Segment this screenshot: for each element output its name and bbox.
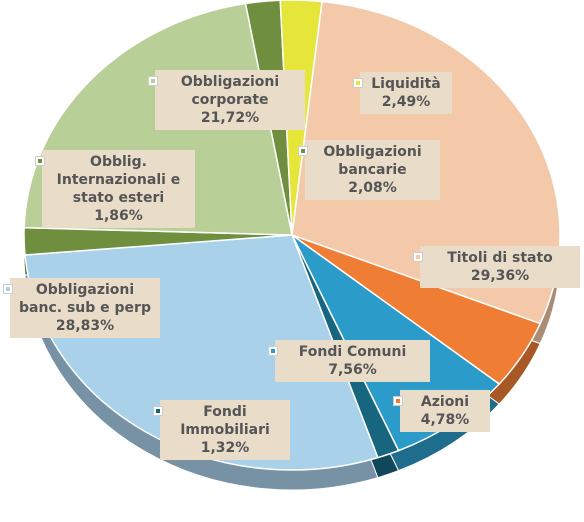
label-value: 1,86% (94, 208, 143, 224)
legend-marker (268, 346, 278, 356)
legend-marker (3, 284, 13, 294)
label-value: 28,83% (55, 318, 115, 334)
legend-marker-dot (38, 159, 42, 163)
label-value: 7,56% (328, 362, 377, 378)
label-value: 21,72% (200, 110, 260, 126)
slice-label: Azioni 4,78% (393, 390, 490, 432)
label-name: Fondi Immobiliari (180, 404, 270, 438)
label-name: Titoli di stato (447, 250, 553, 266)
label-name: Obblig. Internazionali e stato esteri (56, 154, 181, 206)
slice-label: Obblig. Internazionali e stato esteri 1,8… (35, 150, 195, 228)
legend-marker-dot (301, 149, 305, 153)
legend-marker-dot (416, 255, 420, 259)
legend-marker-dot (6, 287, 10, 291)
legend-marker-dot (151, 79, 155, 83)
slice-label: Obbligazioni bancarie 2,08% (298, 140, 440, 200)
slice-label: Obbligazioni banc. sub e perp 28,83% (3, 278, 160, 338)
legend-marker-dot (396, 399, 400, 403)
legend-marker (148, 76, 158, 86)
legend-marker-dot (156, 409, 160, 413)
slice-label: Titoli di stato 29,36% (413, 246, 580, 288)
label-value: 1,32% (200, 440, 250, 456)
label-name: Azioni (420, 394, 470, 410)
label-name: Liquidità (371, 76, 441, 92)
legend-marker (393, 396, 403, 406)
legend-marker (298, 146, 308, 156)
legend-marker-dot (356, 81, 360, 85)
label-name: Obbligazioni banc. sub e perp (19, 282, 151, 316)
label-name: Obbligazioni corporate (180, 74, 280, 108)
legend-marker (35, 156, 45, 166)
legend-marker-dot (271, 349, 275, 353)
label-name: Fondi Comuni (298, 344, 407, 360)
slice-label: Fondi Comuni 7,56% (268, 340, 430, 382)
legend-marker (153, 406, 163, 416)
label-value: 4,78% (420, 412, 470, 428)
slice-label: Obbligazioni corporate 21,72% (148, 70, 305, 130)
label-name: Obbligazioni bancarie (323, 144, 422, 178)
label-value: 2,08% (348, 180, 397, 196)
slice-label: Liquidità 2,49% (353, 72, 452, 114)
slice-label: Fondi Immobiliari 1,32% (153, 400, 290, 460)
label-value: 2,49% (381, 94, 431, 110)
legend-marker (413, 252, 423, 262)
legend-marker (353, 78, 363, 88)
label-value: 29,36% (470, 268, 530, 284)
